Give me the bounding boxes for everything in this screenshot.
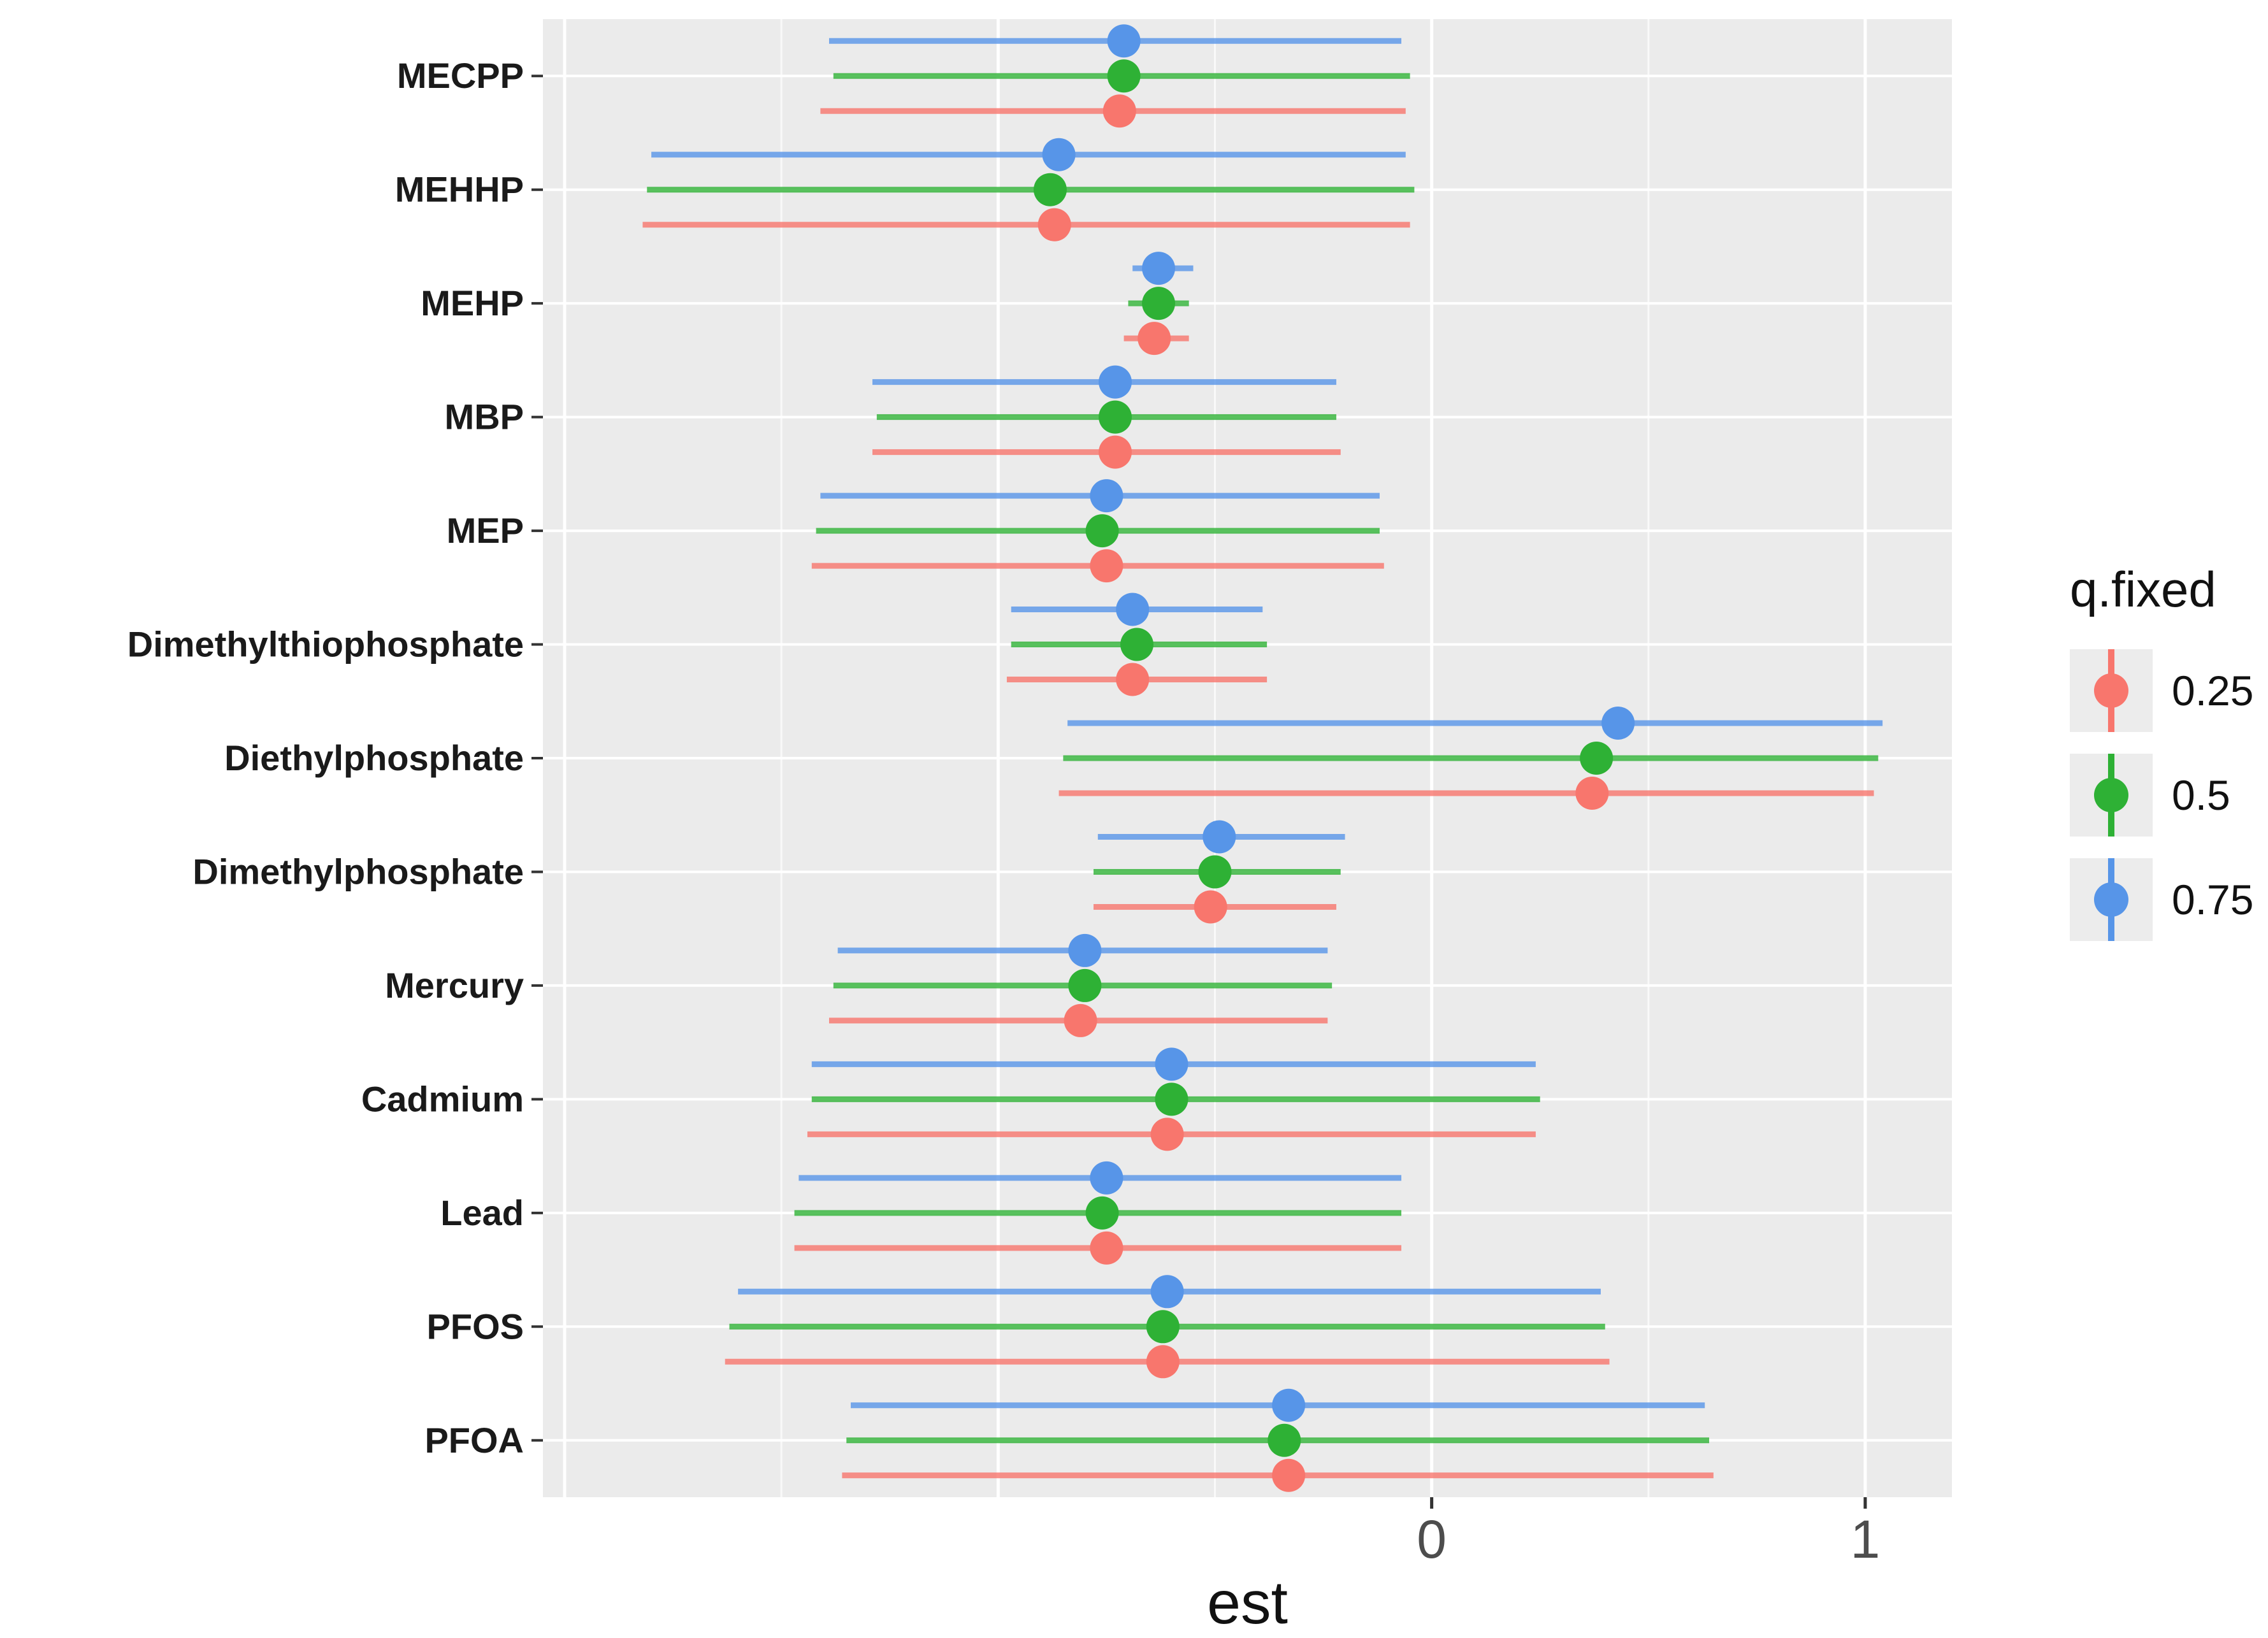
estimate-point [1146, 1345, 1180, 1379]
estimate-point [1068, 968, 1102, 1002]
estimate-point [1138, 322, 1171, 356]
estimate-point [1580, 742, 1614, 775]
estimate-point [1116, 593, 1150, 626]
estimate-point [1601, 707, 1635, 740]
estimate-point [1090, 1161, 1123, 1195]
x-tick-label: 1 [1851, 1509, 1881, 1569]
estimate-point [1107, 59, 1141, 93]
y-axis-label: Diethylphosphate [224, 738, 524, 778]
estimate-point [1099, 435, 1132, 469]
y-axis-label: Lead [440, 1193, 524, 1233]
legend-item-05: 0.5 [2070, 754, 2253, 837]
estimate-point [1146, 1310, 1180, 1344]
y-axis-label: MEHP [421, 283, 524, 323]
estimate-point [1155, 1082, 1188, 1116]
legend-point-icon [2094, 882, 2128, 917]
legend-label: 0.5 [2172, 772, 2230, 819]
estimate-point [1116, 663, 1150, 696]
estimate-point [1090, 549, 1123, 583]
estimate-point [1120, 628, 1154, 661]
estimate-point [1037, 208, 1071, 241]
estimate-point [1107, 24, 1141, 58]
estimate-point [1575, 777, 1609, 810]
y-axis-label: Cadmium [361, 1079, 524, 1119]
y-axis-label: Dimethylthiophosphate [127, 624, 524, 665]
estimate-point [1272, 1458, 1306, 1492]
legend-key-swatch [2070, 754, 2153, 837]
legend-label: 0.25 [2172, 667, 2254, 714]
y-axis-label: MEP [447, 510, 524, 550]
legend-key-swatch [2070, 649, 2153, 732]
y-axis-label: PFOA [424, 1420, 524, 1460]
estimate-point [1142, 252, 1176, 285]
y-axis-label: MECPP [397, 55, 524, 96]
estimate-point [1194, 890, 1227, 924]
estimate-point [1068, 933, 1102, 967]
y-axis-label: Dimethylphosphate [192, 851, 524, 891]
estimate-point [1033, 173, 1067, 206]
estimate-point [1085, 514, 1119, 548]
estimate-point [1155, 1047, 1188, 1081]
x-tick-label: 0 [1417, 1509, 1447, 1569]
legend-item-075: 0.75 [2070, 858, 2253, 941]
y-axis-label: PFOS [427, 1306, 524, 1346]
legend: q.fixed 0.25 0.5 0.75 [2070, 561, 2253, 963]
estimate-point [1268, 1423, 1301, 1457]
estimate-point [1064, 1003, 1097, 1037]
estimate-point [1102, 94, 1136, 128]
legend-title: q.fixed [2070, 561, 2216, 617]
estimate-point [1090, 1231, 1123, 1265]
y-axis-label: MEHHP [395, 169, 524, 210]
estimate-point [1042, 138, 1076, 171]
estimate-point [1150, 1117, 1184, 1151]
estimate-point [1099, 365, 1132, 399]
estimate-point [1203, 820, 1236, 854]
legend-key-swatch [2070, 858, 2153, 941]
estimate-point [1198, 855, 1232, 889]
legend-point-icon [2094, 778, 2128, 812]
legend-label: 0.75 [2172, 876, 2254, 923]
y-axis-label: MBP [445, 397, 524, 437]
estimate-point [1150, 1275, 1184, 1309]
estimate-point [1272, 1388, 1306, 1422]
estimate-point [1085, 1196, 1119, 1230]
legend-item-025: 0.25 [2070, 649, 2253, 732]
y-axis-label: Mercury [385, 965, 524, 1005]
estimate-point [1142, 287, 1176, 320]
legend-point-icon [2094, 673, 2128, 708]
x-axis-title: est [1207, 1569, 1288, 1637]
estimate-point [1090, 479, 1123, 513]
estimate-point [1099, 400, 1132, 434]
